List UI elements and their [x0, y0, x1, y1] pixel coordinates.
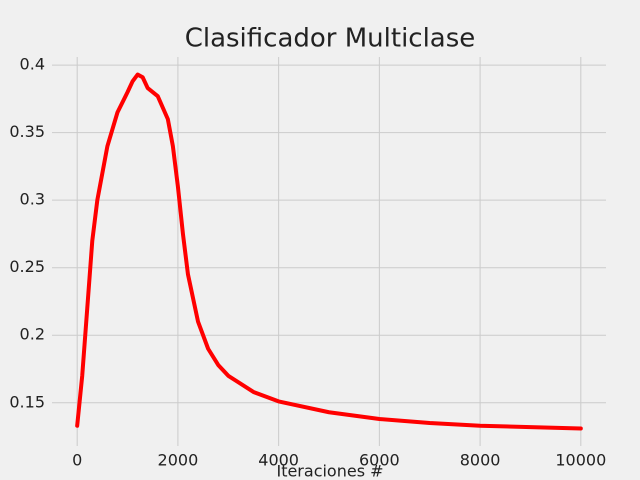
x-tick-label: 2000 — [158, 451, 199, 470]
x-tick-label: 0 — [72, 451, 82, 470]
y-tick-label: 0.35 — [9, 122, 45, 141]
line-series — [75, 72, 583, 431]
y-tick-label: 0.3 — [20, 190, 45, 209]
y-tick-label: 0.4 — [20, 55, 45, 74]
x-tick-label: 10000 — [555, 451, 606, 470]
chart-title: Clasificador Multiclase — [185, 24, 476, 54]
x-tick-label: 6000 — [359, 451, 400, 470]
x-tick-label: 4000 — [258, 451, 299, 470]
y-tick-label: 0.2 — [20, 325, 45, 344]
y-tick-label: 0.25 — [9, 257, 45, 276]
x-axis-label: Iteraciones # — [276, 462, 383, 480]
x-tick-label: 8000 — [460, 451, 501, 470]
y-tick-label: 0.15 — [9, 392, 45, 411]
